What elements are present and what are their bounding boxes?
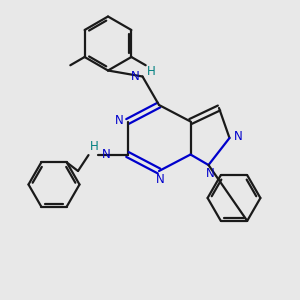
Text: N: N — [101, 148, 110, 161]
Text: H: H — [90, 140, 99, 153]
Text: N: N — [206, 167, 214, 180]
Text: N: N — [115, 113, 124, 127]
Text: N: N — [234, 130, 243, 143]
Text: N: N — [130, 70, 140, 83]
Text: H: H — [147, 65, 156, 79]
Text: N: N — [156, 173, 165, 186]
